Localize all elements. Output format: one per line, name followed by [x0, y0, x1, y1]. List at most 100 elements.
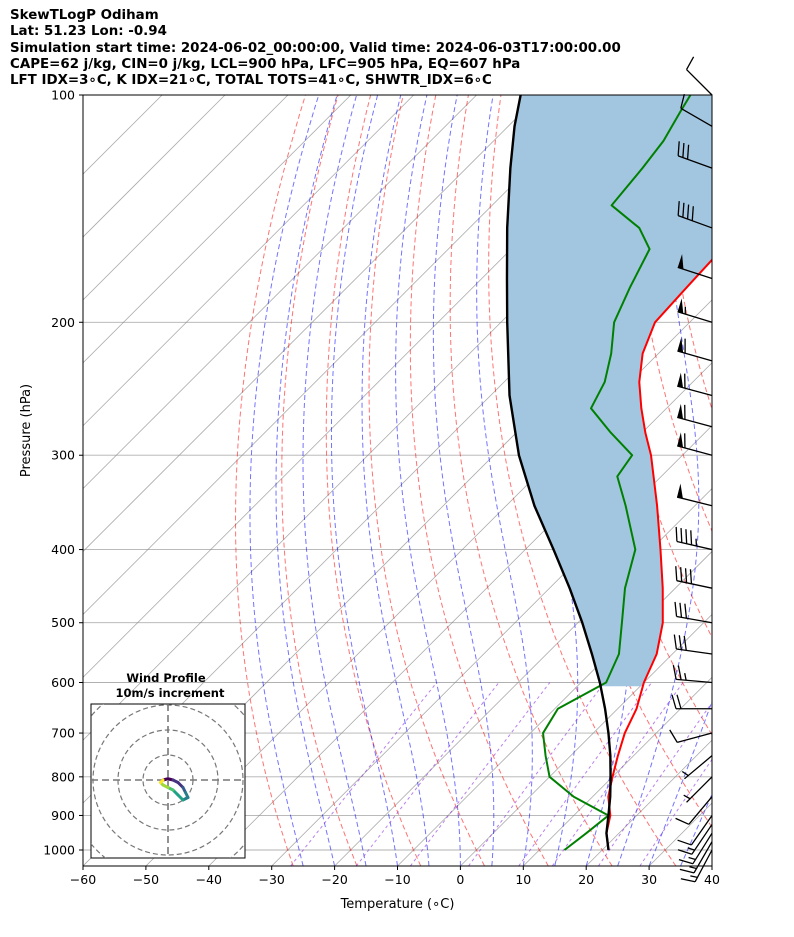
- hodograph-segment: [159, 778, 165, 784]
- dry-adiabat: [281, 95, 358, 866]
- barb-full: [691, 206, 694, 221]
- wind-barb: [677, 298, 713, 323]
- wind-barb: [679, 841, 713, 874]
- wind-barb: [681, 755, 713, 780]
- barb-flag: [677, 403, 684, 419]
- dry-adiabat: [409, 95, 549, 866]
- barb-half: [687, 847, 695, 851]
- isotherm-line: [83, 95, 414, 427]
- barb-shaft: [676, 496, 713, 507]
- barb-half: [684, 672, 687, 681]
- mixing-ratio-line: [409, 682, 551, 866]
- isotherm-line: [83, 95, 477, 490]
- x-tick-label: −10: [384, 872, 410, 887]
- barb-full: [685, 56, 695, 70]
- axes: −60 −50 −40 −30 −20 −10 0 10 20 30 40 1000 900 800 700…: [19, 88, 720, 913]
- location-line: Lat: 51.23 Lon: -0.94: [10, 24, 167, 40]
- cape-shading: [506, 95, 712, 687]
- isotherm-line: [83, 95, 289, 301]
- barb-shaft: [690, 815, 713, 846]
- barb-shaft: [688, 796, 713, 825]
- moist-adiabat: [648, 699, 712, 866]
- barb-full: [690, 530, 693, 545]
- barb-flag: [677, 483, 683, 499]
- barb-flag: [677, 337, 684, 353]
- mixing-ratio-line: [639, 758, 712, 866]
- barb-shaft: [677, 155, 713, 169]
- isotherm-line: [83, 95, 540, 553]
- barb-full: [674, 601, 678, 617]
- barb-full: [684, 603, 688, 619]
- moist-adiabat: [476, 95, 533, 866]
- wind-barb: [678, 832, 713, 865]
- isotherm-line: [523, 676, 712, 866]
- barb-full: [680, 878, 696, 883]
- barb-flag: [677, 298, 684, 314]
- barb-shaft: [676, 580, 713, 589]
- moist-adiabat: [302, 95, 367, 866]
- dry-adiabat: [488, 95, 677, 866]
- isotherm-line: [775, 95, 794, 866]
- barb-shaft: [691, 824, 713, 855]
- dry-adiabat: [368, 95, 485, 866]
- moist-adiabat: [617, 95, 700, 866]
- y-tick-label: 900: [51, 808, 75, 823]
- dewpoint-line: [542, 95, 692, 851]
- x-tick-label: 0: [456, 872, 464, 887]
- barb-shaft: [686, 776, 713, 803]
- parcel-path-line: [505, 95, 612, 851]
- barb-flag: [677, 372, 684, 388]
- wind-barb: [677, 432, 713, 456]
- mixing-ratio-line: [597, 701, 712, 866]
- barb-shaft: [676, 678, 713, 684]
- barb-full: [675, 526, 678, 542]
- barb-full: [677, 201, 680, 216]
- barb-shaft: [680, 107, 713, 127]
- moist-adiabat: [680, 793, 712, 866]
- y-axis-label: Pressure (hPa): [19, 384, 34, 477]
- barb-flag: [677, 254, 684, 270]
- hodograph-subtitle: 10m/s increment: [116, 686, 225, 700]
- wind-barb: [685, 56, 713, 96]
- barb-full: [678, 635, 682, 650]
- barb-full: [680, 528, 683, 543]
- x-tick-label: 30: [641, 872, 657, 887]
- barb-full: [680, 93, 685, 109]
- wind-barb: [674, 601, 713, 624]
- hodograph-rings: [91, 704, 245, 858]
- moist-adiabat: [330, 95, 398, 866]
- mixing-ratio-line: [518, 682, 653, 866]
- barb-full: [675, 817, 690, 825]
- barb-shaft: [676, 648, 713, 655]
- barb-shaft: [677, 215, 713, 229]
- x-tick-label: 10: [515, 872, 531, 887]
- barb-shaft: [677, 445, 713, 456]
- chart-title-block: SkewTLogP Odiham Lat: 51.23 Lon: -0.94 S…: [10, 8, 780, 89]
- moist-adiabat: [249, 95, 320, 866]
- barb-full: [671, 694, 677, 709]
- x-tick-label: −40: [196, 872, 222, 887]
- wind-barb: [675, 526, 713, 551]
- y-tick-label: 500: [51, 615, 75, 630]
- barb-full: [678, 859, 694, 865]
- barb-full: [685, 529, 688, 544]
- x-tick-label: −50: [133, 872, 159, 887]
- barb-full: [679, 602, 683, 618]
- barb-shaft: [677, 416, 713, 428]
- wind-barbs: [669, 56, 713, 883]
- barb-shaft: [676, 540, 713, 551]
- barb-full: [673, 634, 677, 650]
- wind-barb: [671, 694, 712, 710]
- wind-barb: [677, 815, 713, 846]
- cape-area: [506, 95, 712, 687]
- barb-shaft: [693, 841, 713, 874]
- barb-full: [686, 204, 690, 220]
- barb-full: [677, 665, 682, 680]
- barb-flag: [677, 432, 684, 448]
- temperature-line: [605, 258, 712, 851]
- wind-barb: [675, 796, 713, 825]
- barb-full: [679, 868, 695, 874]
- cape-line: CAPE=62 j/kg, CIN=0 j/kg, LCL=900 hPa, L…: [10, 56, 521, 72]
